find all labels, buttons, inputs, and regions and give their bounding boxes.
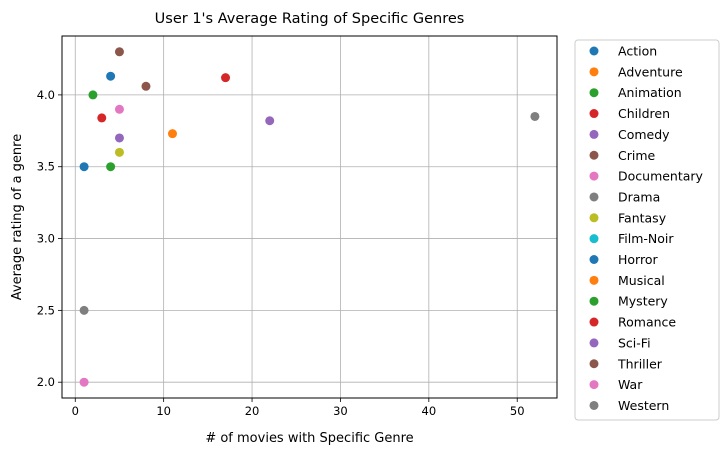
legend-label: War — [618, 377, 643, 392]
data-point — [97, 113, 107, 123]
legend-marker — [589, 46, 599, 56]
x-tick-label: 30 — [333, 404, 348, 418]
grid-lines — [62, 36, 557, 398]
data-points — [79, 47, 540, 387]
y-tick-label: 4.0 — [37, 88, 55, 102]
legend-marker — [589, 380, 599, 390]
data-point — [141, 81, 151, 91]
data-point — [79, 162, 89, 172]
x-tick-label: 40 — [422, 404, 437, 418]
legend: Action Adventure Animation Children Comedy Cr… — [574, 39, 720, 421]
legend-marker — [589, 400, 599, 410]
y-tick-label: 2.5 — [37, 303, 55, 317]
legend-label: Horror — [618, 252, 658, 267]
data-point — [88, 90, 98, 100]
data-point — [114, 104, 124, 114]
legend-label: Action — [618, 44, 657, 59]
chart-title: User 1's Average Rating of Specific Genr… — [155, 11, 465, 27]
legend-label: Sci-Fi — [618, 335, 651, 350]
legend-marker — [589, 275, 599, 285]
legend-label: Documentary — [618, 169, 704, 184]
legend-marker — [589, 296, 599, 306]
y-axis-ticks: 2.0 2.5 3.0 3.5 4.0 — [37, 88, 62, 389]
legend-marker — [589, 338, 599, 348]
legend-marker — [589, 213, 599, 223]
legend-label: Musical — [618, 273, 665, 288]
legend-marker — [589, 67, 599, 77]
x-tick-label: 10 — [156, 404, 171, 418]
data-point — [114, 47, 124, 57]
legend-label: Children — [618, 106, 670, 121]
legend-marker — [589, 150, 599, 160]
y-tick-label: 3.5 — [37, 160, 55, 174]
x-axis-label: # of movies with Specific Genre — [205, 431, 413, 446]
legend-label: Adventure — [618, 64, 683, 79]
data-point — [79, 377, 89, 387]
legend-frame — [574, 39, 720, 421]
legend-label: Romance — [618, 315, 676, 330]
y-axis-label: Average rating of a genre — [10, 134, 25, 300]
x-tick-label: 0 — [72, 404, 79, 418]
legend-label: Thriller — [617, 356, 663, 371]
data-point — [114, 133, 124, 143]
legend-marker — [589, 109, 599, 119]
x-tick-label: 20 — [245, 404, 260, 418]
legend-marker — [589, 234, 599, 244]
legend-label: Mystery — [618, 294, 668, 309]
legend-marker — [589, 192, 599, 202]
legend-label: Film-Noir — [618, 231, 674, 246]
legend-label: Animation — [618, 85, 682, 100]
data-point — [106, 71, 116, 81]
legend-marker — [589, 359, 599, 369]
data-point — [79, 305, 89, 315]
legend-label: Fantasy — [618, 210, 667, 225]
data-point — [106, 162, 116, 172]
x-tick-label: 50 — [510, 404, 525, 418]
x-axis-ticks: 0 10 20 30 40 50 — [72, 398, 525, 418]
legend-label: Crime — [618, 148, 656, 163]
data-point — [530, 111, 540, 121]
legend-marker — [589, 129, 599, 139]
data-point — [114, 147, 124, 157]
data-point — [265, 116, 275, 126]
legend-marker — [589, 317, 599, 327]
legend-marker — [589, 171, 599, 181]
legend-label: Western — [618, 398, 669, 413]
data-point — [221, 73, 231, 83]
legend-marker — [589, 255, 599, 264]
y-tick-label: 3.0 — [37, 232, 55, 246]
plot-frame — [61, 35, 558, 399]
legend-label: Comedy — [618, 127, 670, 142]
legend-label: Drama — [618, 189, 660, 204]
y-tick-label: 2.0 — [37, 375, 55, 389]
data-point — [167, 129, 177, 139]
legend-marker — [589, 88, 599, 98]
